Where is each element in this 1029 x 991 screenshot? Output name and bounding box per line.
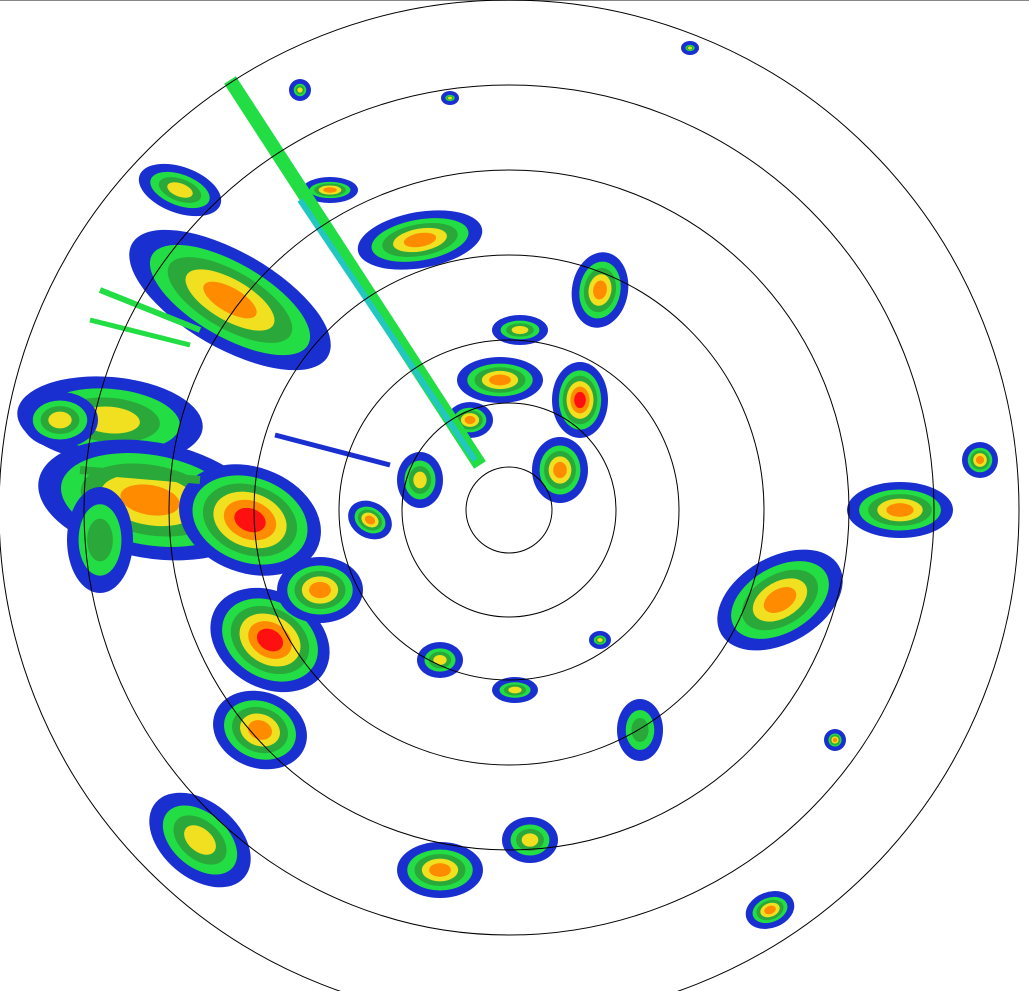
echo-cell [364, 515, 376, 525]
echo-cell [508, 686, 522, 694]
echo-cell [429, 863, 451, 877]
range-ring [253, 254, 765, 766]
range-ring [338, 339, 680, 681]
range-ring [168, 169, 850, 851]
echo-cell [413, 471, 427, 489]
echo-cell [886, 503, 914, 517]
echo-cell [763, 587, 797, 613]
echo-cell [975, 455, 985, 465]
echo-cell [464, 415, 476, 425]
echo-cell [433, 655, 447, 665]
echo-cell [832, 737, 838, 743]
echo-cell [448, 96, 452, 100]
radial-spike [297, 198, 478, 462]
echo-cell [309, 581, 331, 599]
echo-cell [87, 518, 113, 562]
radial-spike [89, 317, 191, 348]
echo-cell [764, 905, 776, 915]
echo-cell [593, 280, 607, 300]
echo-cell [489, 374, 511, 386]
echo-cell [553, 461, 567, 479]
echo-cell [48, 411, 72, 429]
echo-cell [234, 507, 266, 533]
echo-cell [403, 232, 437, 248]
echo-cell [167, 182, 193, 198]
echo-cell [521, 833, 539, 847]
echo-cell [688, 46, 692, 50]
range-ring [83, 84, 935, 936]
radial-spike [98, 287, 202, 333]
echo-cell [574, 391, 586, 409]
echo-cell [203, 281, 257, 319]
range-ring [465, 466, 553, 554]
echo-cell [323, 187, 337, 193]
echo-cell [597, 638, 603, 642]
radial-spike [274, 432, 391, 468]
echo-cell [184, 825, 216, 855]
echo-cell [297, 87, 303, 93]
echo-cell [511, 326, 529, 334]
range-ring [401, 402, 617, 618]
echo-cell [120, 484, 180, 516]
echo-cell [631, 718, 649, 742]
radial-spike [79, 466, 201, 484]
echo-cell [256, 628, 284, 652]
precipitation-echoes [17, 41, 998, 929]
